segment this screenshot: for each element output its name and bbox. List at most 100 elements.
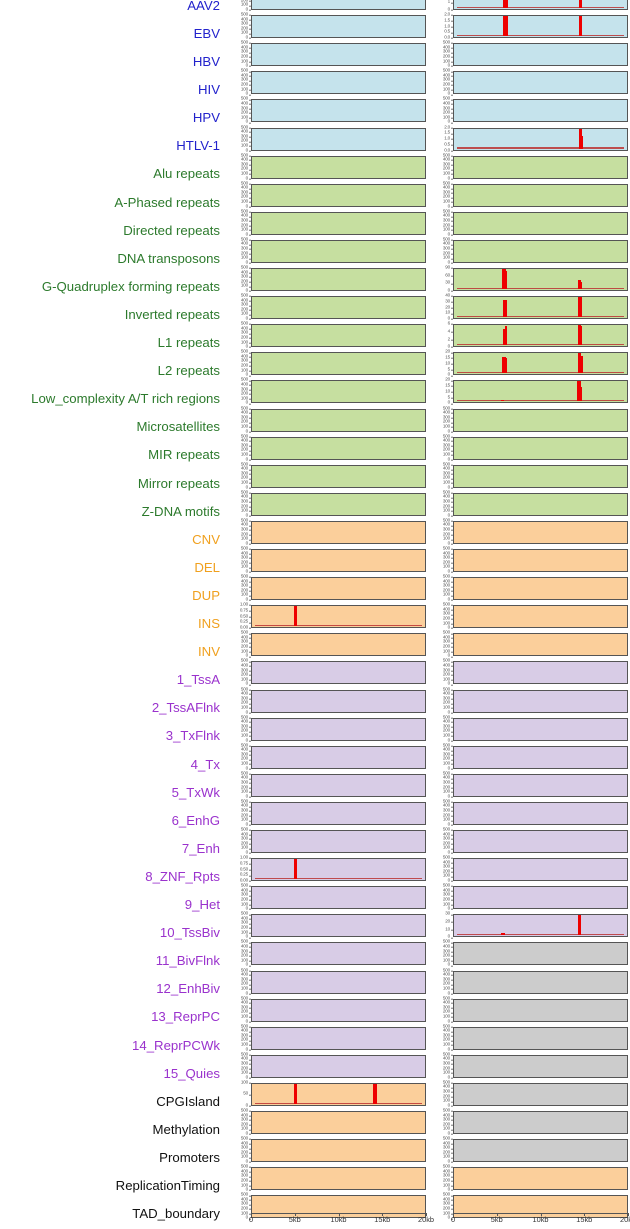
y-tick-label: 40 (445, 292, 453, 298)
y-tick-label: 200 (442, 896, 454, 902)
y-tick-label: 500 (240, 742, 252, 748)
y-tick-label: 500 (442, 1051, 454, 1057)
plot-area (251, 155, 426, 179)
plot-area (453, 408, 628, 432)
y-tick-label: 100 (240, 507, 252, 513)
plot-area (251, 127, 426, 151)
y-tick-label: 400 (240, 831, 252, 837)
y-tick-label: 200 (240, 503, 252, 509)
track-right-inv: 0 100 200 300 400 500 (428, 630, 630, 658)
y-tick-label: 30 (445, 911, 453, 916)
y-tick-label: 200 (240, 1065, 252, 1071)
y-tick-label: 400 (442, 1168, 454, 1174)
y-tick-label: 400 (442, 746, 454, 752)
track-label-13-reprpc: 13_ReprPC (151, 1009, 220, 1025)
track-right-replicationtiming: 0 100 200 300 400 500 (428, 1164, 630, 1192)
track-right-a-phased-repeats: 0 100 200 300 400 500 (428, 181, 630, 209)
y-tick-label: 300 (240, 892, 252, 898)
track-left-6-enhg: 0 100 200 300 400 500 (226, 799, 428, 827)
y-tick-label: 0 (447, 821, 454, 827)
y-tick-label: 400 (442, 634, 454, 640)
y-tick-label: 0 (447, 372, 454, 377)
y-tick-label: 500 (442, 1023, 454, 1029)
track-left-replicationtiming: 0 100 200 300 400 500 (226, 1164, 428, 1192)
track-right-mir-repeats: 0 100 200 300 400 500 (428, 433, 630, 462)
track-left-dna-transposons: 0 100 200 300 400 500 (226, 237, 428, 265)
plot-area (251, 1167, 426, 1191)
y-tick-label: 400 (240, 999, 252, 1005)
y-tick-label: 400 (240, 409, 252, 415)
plot-area (251, 886, 426, 910)
y-tick-label: 30 (445, 280, 453, 286)
y-tick-label: 400 (240, 1027, 252, 1033)
peak-bar (505, 326, 508, 346)
y-axis: 0 30 60 90 (428, 265, 454, 293)
y-tick-label: 400 (240, 522, 252, 528)
y-tick-label: 200 (442, 1177, 454, 1183)
y-tick-label: 200 (240, 531, 252, 537)
y-tick-label: 0 (245, 1046, 252, 1052)
y-tick-label: 100 (442, 86, 454, 92)
plot-area (453, 577, 628, 601)
baseline (255, 1102, 422, 1104)
plot-area (453, 324, 628, 348)
y-tick-label: 400 (442, 550, 454, 556)
y-tick-label: 100 (442, 957, 454, 963)
plot-area (453, 970, 628, 994)
y-tick-label: 500 (442, 39, 454, 45)
y-tick-label: 100 (240, 311, 252, 317)
y-tick-label: 200 (442, 868, 454, 874)
y-tick-label: 5 (447, 394, 454, 400)
baseline (457, 6, 624, 8)
y-tick-label: 500 (442, 433, 454, 439)
plot-area (453, 689, 628, 713)
y-tick-label: 200 (442, 166, 454, 172)
y-tick-label: 300 (240, 976, 252, 982)
y-tick-label: 500 (442, 798, 454, 804)
y-tick-label: 300 (442, 976, 454, 982)
plot-area (251, 492, 426, 516)
plot-area (453, 1111, 628, 1134)
y-tick-label: 200 (240, 896, 252, 902)
y-tick-label: 300 (442, 1173, 454, 1179)
y-tick-label: 400 (442, 1056, 454, 1062)
plot-area (453, 830, 628, 853)
plot-area (251, 352, 426, 376)
y-tick-label: 400 (240, 465, 252, 471)
y-tick-label: 0.00 (239, 624, 252, 630)
y-tick-label: 300 (240, 442, 252, 448)
y-tick-label: 200 (442, 1037, 454, 1043)
plot-area (251, 464, 426, 488)
plot-area (251, 436, 426, 460)
track-right-cnv: 0 100 200 300 400 500 (428, 518, 630, 546)
y-tick-label: 0 (245, 793, 252, 799)
y-tick-label: 100 (442, 1013, 454, 1019)
x-axis-left: 0 5kb 10kb 15kb 20kb (249, 1213, 434, 1229)
peak-bar (579, 128, 583, 149)
y-tick-label: 0.0 (444, 147, 453, 153)
y-axis: 0.0 0.5 1.0 1.5 2.0 (428, 12, 453, 40)
y-tick-label: 200 (442, 840, 454, 846)
y-tick-label: 500 (442, 405, 454, 411)
track-right-15-quies: 0 100 200 300 400 500 (428, 1051, 630, 1080)
track-label-mirror-repeats: Mirror repeats (137, 475, 220, 491)
y-tick-label: 0 (245, 962, 252, 968)
y-tick-label: 500 (442, 658, 454, 664)
y-tick-label: 100 (442, 704, 454, 710)
track-left-1-tssa: 0 100 200 300 400 500 (226, 658, 428, 686)
y-tick-label: 500 (442, 630, 454, 635)
y-tick-label: 200 (240, 1121, 252, 1127)
y-tick-label: 100 (442, 451, 454, 457)
track-right-l2-repeats: 0 5 10 15 20 (428, 349, 630, 377)
y-tick-label: 400 (240, 634, 252, 640)
track-label-inverted-repeats: Inverted repeats (124, 306, 220, 322)
y-tick-label: 0 (245, 456, 252, 462)
y-tick-label: 0 (245, 1018, 252, 1024)
